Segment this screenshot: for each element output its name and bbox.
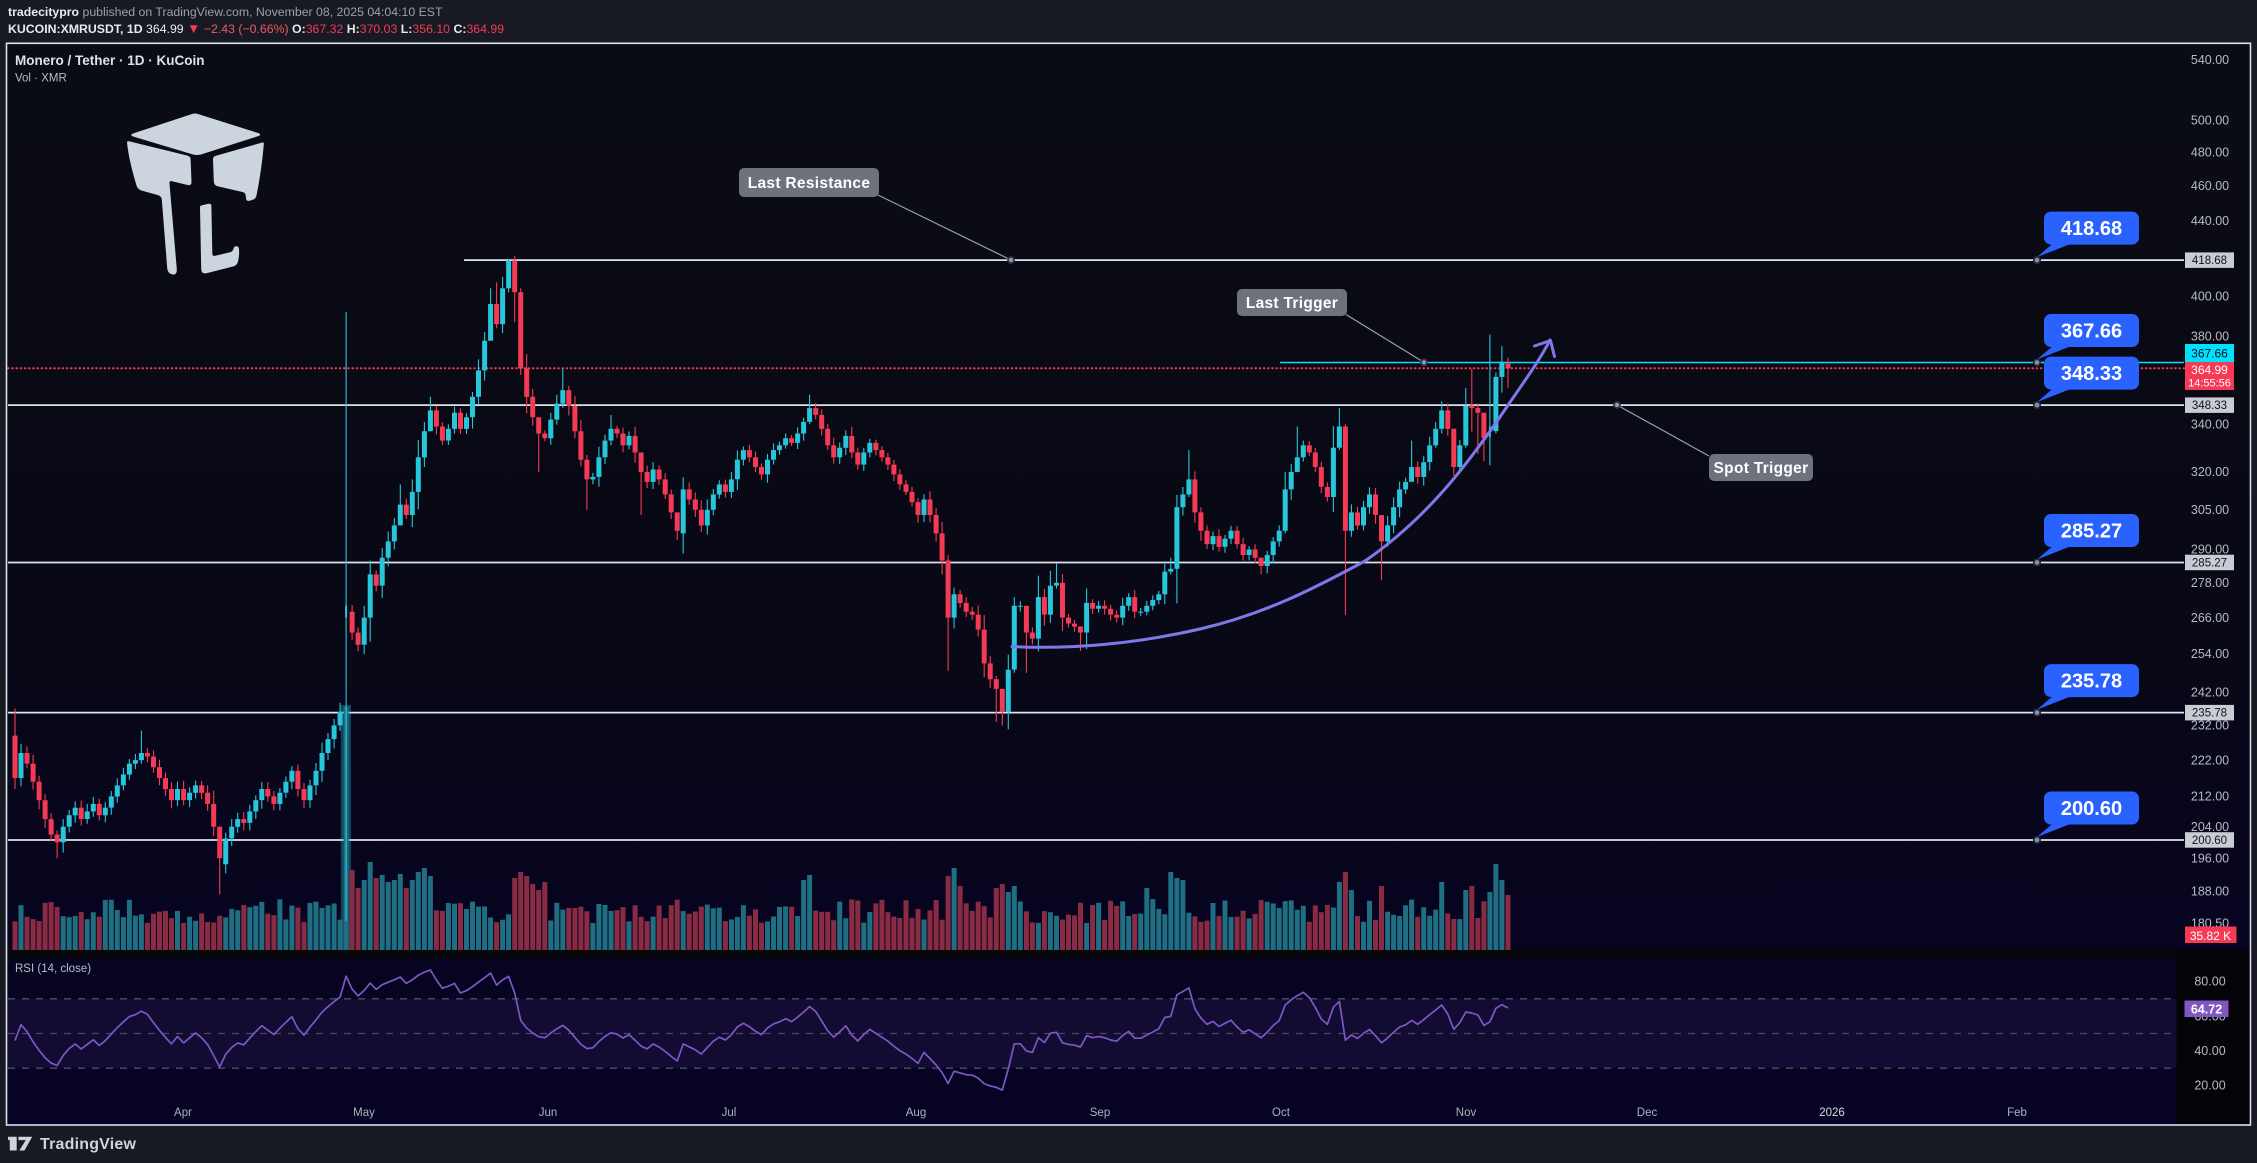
svg-text:348.33: 348.33	[2192, 400, 2227, 412]
svg-text:232.00: 232.00	[2191, 719, 2229, 733]
svg-text:Vol · XMR: Vol · XMR	[15, 73, 67, 85]
svg-text:Jun: Jun	[539, 1107, 558, 1119]
svg-text:64.72: 64.72	[2191, 1003, 2222, 1017]
svg-text:285.27: 285.27	[2192, 558, 2227, 570]
svg-text:Dec: Dec	[1637, 1107, 1658, 1119]
svg-text:188.00: 188.00	[2191, 884, 2229, 898]
svg-text:500.00: 500.00	[2191, 113, 2229, 127]
svg-text:540.00: 540.00	[2191, 53, 2229, 67]
svg-text:Sep: Sep	[1090, 1107, 1110, 1119]
svg-text:14:55:56: 14:55:56	[2188, 378, 2231, 390]
svg-text:278.00: 278.00	[2191, 576, 2229, 590]
svg-text:Last Resistance: Last Resistance	[748, 175, 871, 192]
svg-text:480.00: 480.00	[2191, 146, 2229, 160]
svg-text:418.68: 418.68	[2061, 218, 2122, 240]
svg-text:204.00: 204.00	[2191, 820, 2229, 834]
svg-text:80.00: 80.00	[2194, 975, 2225, 989]
svg-text:RSI (14, close): RSI (14, close)	[15, 963, 91, 975]
svg-text:Jul: Jul	[722, 1107, 737, 1119]
svg-text:Monero / Tether · 1D · KuCoin: Monero / Tether · 1D · KuCoin	[15, 53, 205, 68]
svg-text:May: May	[353, 1107, 375, 1119]
svg-text:364.99: 364.99	[2191, 363, 2228, 377]
svg-text:440.00: 440.00	[2191, 214, 2229, 228]
svg-text:Oct: Oct	[1272, 1107, 1291, 1119]
svg-text:35.82 K: 35.82 K	[2190, 929, 2231, 943]
svg-text:235.78: 235.78	[2061, 671, 2122, 693]
svg-text:222.00: 222.00	[2191, 753, 2229, 767]
svg-text:242.00: 242.00	[2191, 685, 2229, 699]
svg-text:Apr: Apr	[174, 1107, 192, 1119]
svg-text:290.00: 290.00	[2191, 543, 2229, 557]
svg-text:Aug: Aug	[906, 1107, 926, 1119]
svg-text:266.00: 266.00	[2191, 611, 2229, 625]
svg-text:320.00: 320.00	[2191, 465, 2229, 479]
svg-text:200.60: 200.60	[2192, 835, 2227, 847]
svg-text:305.00: 305.00	[2191, 503, 2229, 517]
svg-text:Spot Trigger: Spot Trigger	[1714, 460, 1809, 477]
svg-text:235.78: 235.78	[2192, 708, 2227, 720]
svg-text:460.00: 460.00	[2191, 179, 2229, 193]
svg-text:400.00: 400.00	[2191, 289, 2229, 303]
svg-text:340.00: 340.00	[2191, 417, 2229, 431]
svg-text:212.00: 212.00	[2191, 790, 2229, 804]
svg-text:Nov: Nov	[1456, 1107, 1477, 1119]
svg-text:196.00: 196.00	[2191, 852, 2229, 866]
svg-text:Last Trigger: Last Trigger	[1246, 295, 1338, 312]
svg-text:367.66: 367.66	[2061, 321, 2122, 343]
svg-text:2026: 2026	[1819, 1107, 1845, 1119]
svg-text:285.27: 285.27	[2061, 521, 2122, 543]
svg-text:348.33: 348.33	[2061, 363, 2122, 385]
svg-text:20.00: 20.00	[2194, 1079, 2225, 1093]
svg-text:418.68: 418.68	[2192, 255, 2227, 267]
svg-text:200.60: 200.60	[2061, 798, 2122, 820]
svg-text:380.00: 380.00	[2191, 330, 2229, 344]
svg-text:254.00: 254.00	[2191, 647, 2229, 661]
svg-text:367.66: 367.66	[2191, 347, 2228, 361]
svg-text:40.00: 40.00	[2194, 1044, 2225, 1058]
svg-text:Feb: Feb	[2007, 1107, 2027, 1119]
